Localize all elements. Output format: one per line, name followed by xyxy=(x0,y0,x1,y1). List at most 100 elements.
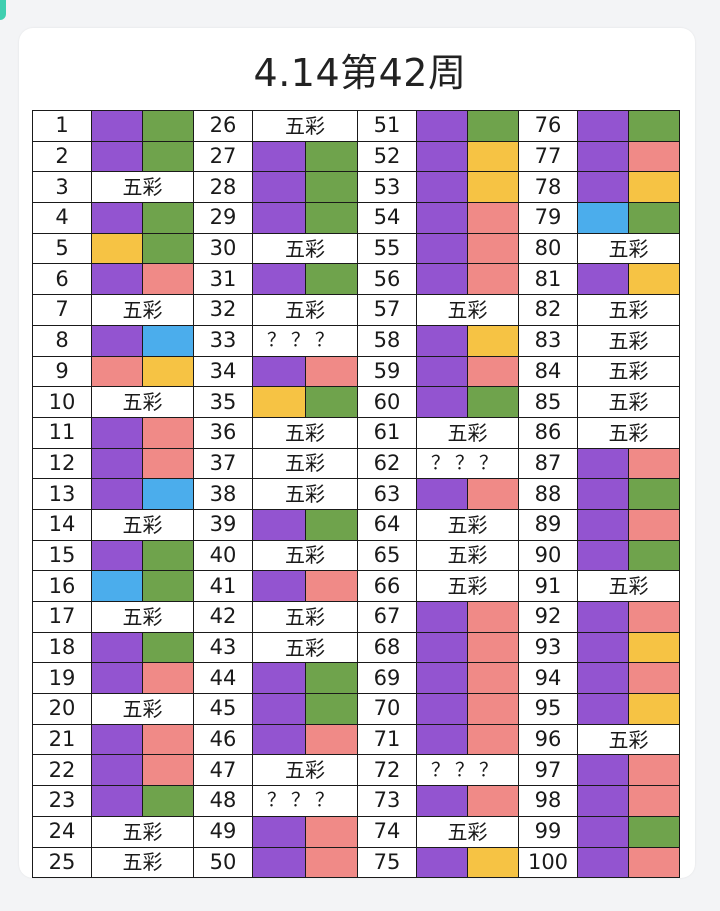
color-swatch-right xyxy=(142,447,194,480)
entry-number: 40 xyxy=(193,539,253,572)
color-swatch-left xyxy=(577,508,629,541)
entry-number: 16 xyxy=(32,570,92,602)
wucai-entry: 五彩 xyxy=(416,416,519,449)
color-swatch-left xyxy=(91,570,143,602)
entry-number: 24 xyxy=(32,815,92,848)
color-swatch-left xyxy=(91,631,143,664)
color-swatch-left xyxy=(91,232,143,265)
color-swatch-left xyxy=(416,171,468,204)
wucai-entry: 五彩 xyxy=(252,232,358,265)
entry-number: 19 xyxy=(32,662,92,695)
color-swatch-left xyxy=(252,570,306,602)
color-swatch-left xyxy=(577,263,629,296)
entry-number: 9 xyxy=(32,355,92,388)
entry-number: 34 xyxy=(193,355,253,388)
color-swatch-left xyxy=(577,754,629,787)
entry-number: 87 xyxy=(518,447,578,480)
entry-number: 54 xyxy=(357,202,417,234)
entry-number: 57 xyxy=(357,294,417,326)
grid-row: 11 36 五彩 61 五彩 86 五彩 xyxy=(32,416,680,449)
color-swatch-right xyxy=(304,202,358,234)
color-swatch-right xyxy=(467,693,519,725)
entry-number: 11 xyxy=(32,416,92,449)
entry-number: 43 xyxy=(193,631,253,664)
grid-row: 14 五彩 39 64 五彩 89 xyxy=(32,508,680,541)
color-swatch-right xyxy=(467,478,519,510)
color-swatch-right xyxy=(628,171,680,204)
entry-number: 56 xyxy=(357,263,417,296)
entry-number: 35 xyxy=(193,386,253,418)
color-swatch-right xyxy=(142,140,194,173)
color-swatch-left xyxy=(91,539,143,572)
entry-number: 90 xyxy=(518,539,578,572)
color-swatch-right xyxy=(142,478,194,510)
color-swatch-right xyxy=(304,693,358,725)
color-swatch-left xyxy=(577,202,629,234)
color-swatch-left xyxy=(416,662,468,695)
color-swatch-right xyxy=(467,324,519,357)
entry-number: 36 xyxy=(193,416,253,449)
color-swatch-left xyxy=(416,693,468,725)
color-swatch-right xyxy=(467,140,519,173)
color-swatch-right xyxy=(142,263,194,296)
wucai-entry: 五彩 xyxy=(252,754,358,787)
entry-number: 17 xyxy=(32,601,92,633)
corner-accent xyxy=(0,0,6,20)
entry-number: 59 xyxy=(357,355,417,388)
entry-number: 74 xyxy=(357,815,417,848)
entry-number: 20 xyxy=(32,693,92,725)
wucai-entry: 五彩 xyxy=(91,846,194,879)
grid-row: 4 29 54 79 xyxy=(32,202,680,234)
entry-number: 31 xyxy=(193,263,253,296)
color-swatch-left xyxy=(91,754,143,787)
grid-row: 8 33？？？ 58 83 五彩 xyxy=(32,324,680,357)
color-swatch-right xyxy=(467,631,519,664)
color-swatch-right xyxy=(142,662,194,695)
entry-number: 21 xyxy=(32,723,92,756)
wucai-entry: 五彩 xyxy=(577,570,680,602)
entry-number: 18 xyxy=(32,631,92,664)
wucai-entry: 五彩 xyxy=(577,723,680,756)
color-swatch-right xyxy=(304,263,358,296)
entry-number: 71 xyxy=(357,723,417,756)
entry-number: 53 xyxy=(357,171,417,204)
entry-number: 25 xyxy=(32,846,92,879)
color-swatch-right xyxy=(142,416,194,449)
grid-row: 21 46 71 96 五彩 xyxy=(32,723,680,756)
color-swatch-right xyxy=(304,815,358,848)
color-swatch-right xyxy=(142,570,194,602)
grid-row: 23 48？？？ 73 98 xyxy=(32,785,680,817)
color-swatch-left xyxy=(252,662,306,695)
color-swatch-left xyxy=(416,631,468,664)
entry-number: 41 xyxy=(193,570,253,602)
entry-number: 65 xyxy=(357,539,417,572)
color-swatch-left xyxy=(416,324,468,357)
color-swatch-right xyxy=(467,232,519,265)
color-swatch-left xyxy=(252,355,306,388)
color-swatch-right xyxy=(628,478,680,510)
color-swatch-left xyxy=(416,355,468,388)
wucai-entry: 五彩 xyxy=(252,478,358,510)
entry-number: 58 xyxy=(357,324,417,357)
color-swatch-left xyxy=(416,601,468,633)
entry-number: 30 xyxy=(193,232,253,265)
color-swatch-left xyxy=(416,232,468,265)
wucai-entry: 五彩 xyxy=(91,693,194,725)
entry-number: 26 xyxy=(193,110,253,142)
color-swatch-right xyxy=(628,754,680,787)
color-swatch-left xyxy=(577,171,629,204)
wucai-entry: 五彩 xyxy=(252,631,358,664)
color-swatch-left xyxy=(577,601,629,633)
color-swatch-right xyxy=(467,355,519,388)
entry-number: 84 xyxy=(518,355,578,388)
grid-row: 9 34 59 84 五彩 xyxy=(32,355,680,388)
entry-number: 48 xyxy=(193,785,253,817)
color-swatch-right xyxy=(628,662,680,695)
page-title: 4.14第42周 xyxy=(253,51,467,95)
color-swatch-left xyxy=(577,110,629,142)
grid-row: 24 五彩 49 74 五彩 99 xyxy=(32,815,680,848)
entry-number: 47 xyxy=(193,754,253,787)
entry-number: 29 xyxy=(193,202,253,234)
entry-number: 14 xyxy=(32,508,92,541)
entry-number: 50 xyxy=(193,846,253,879)
